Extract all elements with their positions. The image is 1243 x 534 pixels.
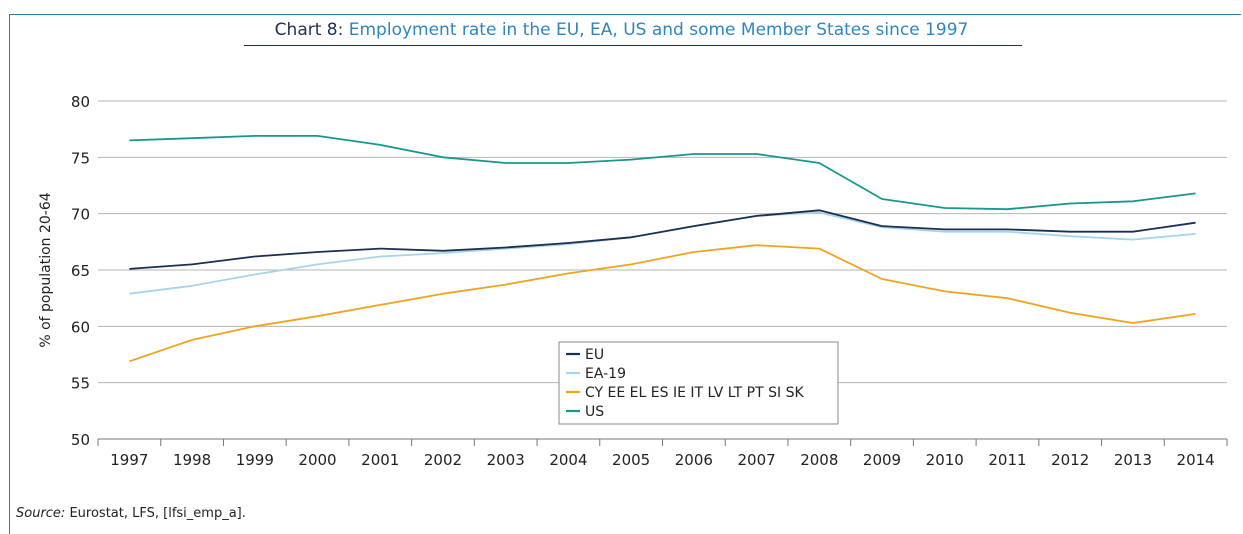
x-tick-label: 2001 (361, 451, 399, 469)
series-line-us (129, 134, 1196, 211)
x-tick-label: 2002 (424, 451, 462, 469)
y-tick-label: 65 (71, 262, 90, 280)
y-tick-label: 70 (71, 206, 90, 224)
series-line-cy-ee-el-es-ie-it-lv-lt-pt-si-sk (129, 244, 1196, 363)
chart-title-text: Employment rate in the EU, EA, US and so… (348, 20, 969, 40)
y-tick-label: 80 (71, 93, 90, 111)
source-label: Source: (16, 506, 66, 521)
title-underline (244, 45, 1022, 46)
y-tick-label: 55 (71, 375, 90, 393)
x-tick-label: 1998 (173, 451, 211, 469)
x-tick-label: 2012 (1051, 451, 1089, 469)
x-tick-label: 2000 (298, 451, 336, 469)
x-tick-label: 2009 (863, 451, 901, 469)
chart-frame (9, 14, 1241, 534)
x-tick-label: 2004 (549, 451, 587, 469)
x-tick-label: 2005 (612, 451, 650, 469)
x-tick-label: 2010 (926, 451, 964, 469)
legend-entry: US (585, 404, 604, 420)
x-tick-label: 2013 (1114, 451, 1152, 469)
x-tick-label: 2006 (675, 451, 713, 469)
y-tick-label: 75 (71, 149, 90, 167)
x-tick-label: 2008 (800, 451, 838, 469)
legend-entry: EU (585, 347, 604, 363)
x-tick-label: 1997 (110, 451, 148, 469)
legend-box (558, 341, 839, 425)
x-tick-label: 2011 (988, 451, 1026, 469)
legend-entry: EA-19 (585, 366, 626, 382)
x-tick-label: 2003 (487, 451, 525, 469)
chart-title-lead: Chart 8: (274, 20, 344, 40)
source-text: Eurostat, LFS, [lfsi_emp_a]. (69, 506, 246, 521)
x-tick-label: 1999 (236, 451, 274, 469)
y-axis-label: % of population 20-64 (38, 192, 54, 347)
y-tick-label: 60 (71, 318, 90, 336)
line-chart: 50 55 60 65 70 75 80 1997 1998 1999 2000 2001 2002 20… (38, 93, 1228, 469)
series-line-ea-19 (129, 211, 1196, 295)
legend-entry: CY EE EL ES IE IT LV LT PT SI SK (585, 385, 804, 401)
source-note: Source: Eurostat, LFS, [lfsi_emp_a]. (16, 506, 246, 521)
chart-title: Chart 8: Employment rate in the EU, EA, … (0, 20, 1243, 40)
y-tick-label: 50 (71, 431, 90, 449)
series-line-eu (129, 209, 1196, 270)
x-tick-label: 2014 (1177, 451, 1215, 469)
x-tick-label: 2007 (737, 451, 775, 469)
